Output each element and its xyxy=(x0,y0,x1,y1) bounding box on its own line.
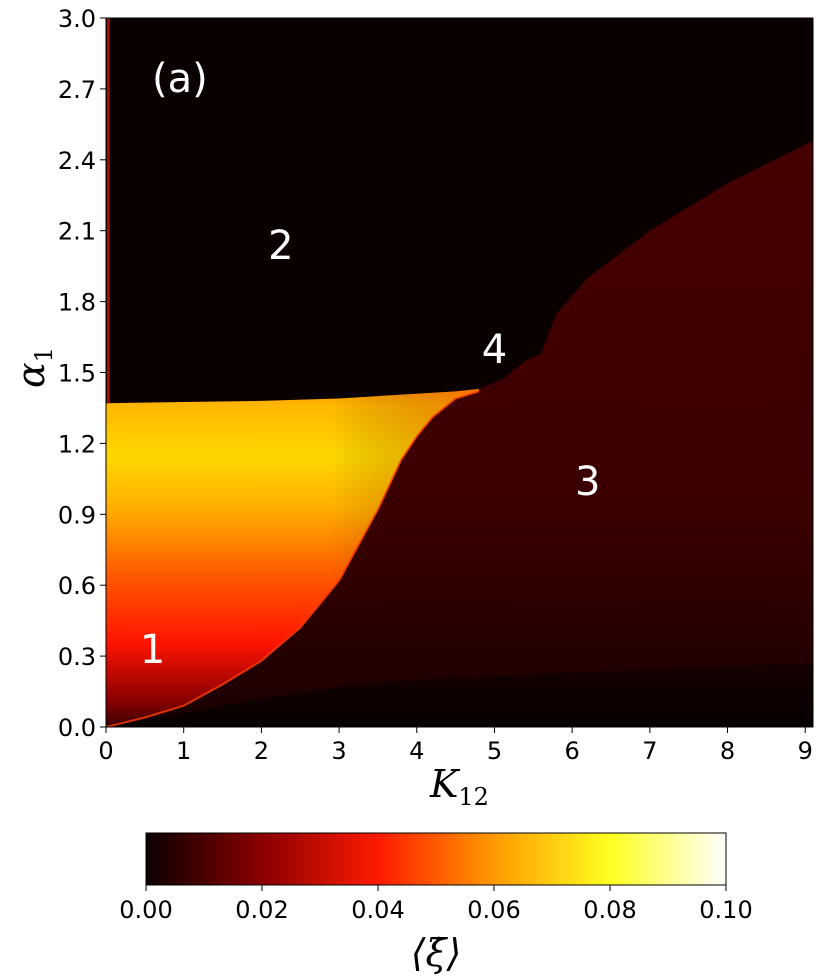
y-tick-label: 0.0 xyxy=(58,714,96,742)
y-tick-label: 1.5 xyxy=(58,360,96,388)
region-1-shading xyxy=(106,389,479,727)
x-tick-label: 8 xyxy=(720,737,735,765)
heatmap-plot-area xyxy=(106,18,813,727)
y-axis: 0.0 0.3 0.6 0.9 1.2 1.5 1.8 2.1 2.4 2.7 3.0 xyxy=(58,5,106,742)
region-label-4: 4 xyxy=(482,327,507,373)
region-label-3: 3 xyxy=(575,459,600,505)
y-tick-label: 1.2 xyxy=(58,430,96,458)
y-tick-label: 2.4 xyxy=(58,147,96,175)
lower-dark-band xyxy=(106,663,813,727)
region-1-boundary xyxy=(106,390,480,727)
region-label-1: 1 xyxy=(140,627,165,673)
x-tick-label: 4 xyxy=(409,737,424,765)
y-tick-label: 3.0 xyxy=(58,5,96,33)
colorbar-label: ⟨ξ̇⟩ xyxy=(411,931,462,975)
colorbar-ticks: 0.00 0.02 0.04 0.06 0.08 0.10 xyxy=(119,885,753,924)
x-tick-label: 7 xyxy=(642,737,657,765)
x-tick-label: 0 xyxy=(98,737,113,765)
x-tick-label: 9 xyxy=(798,737,813,765)
x-tick-label: 1 xyxy=(176,737,191,765)
region-labels: 1 2 3 4 xyxy=(140,223,601,673)
x-tick-label: 6 xyxy=(565,737,580,765)
y-tick-label: 2.7 xyxy=(58,76,96,104)
y-axis-label: α1 xyxy=(9,347,58,388)
y-tick-label: 2.1 xyxy=(58,218,96,246)
x-axis-label: K12 xyxy=(429,762,489,811)
colorbar-tick-label: 0.10 xyxy=(699,896,752,924)
panel-label: (a) xyxy=(152,56,208,102)
colorbar-gradient xyxy=(145,832,727,886)
y-tick-label: 0.6 xyxy=(58,572,96,600)
colorbar-tick-label: 0.00 xyxy=(119,896,172,924)
y-tick-label: 1.8 xyxy=(58,289,96,317)
colorbar-tick-label: 0.06 xyxy=(467,896,520,924)
colorbar-tick-label: 0.04 xyxy=(351,896,404,924)
colorbar-tick-label: 0.02 xyxy=(235,896,288,924)
x-tick-label: 5 xyxy=(487,737,502,765)
x-axis: 0 1 2 3 4 5 6 7 8 9 xyxy=(98,727,813,765)
region-label-2: 2 xyxy=(268,223,293,269)
y-tick-label: 0.3 xyxy=(58,643,96,671)
y-tick-label: 0.9 xyxy=(58,501,96,529)
colorbar: 0.00 0.02 0.04 0.06 0.08 0.10 ⟨ξ̇⟩ xyxy=(119,832,753,975)
colorbar-tick-label: 0.08 xyxy=(583,896,636,924)
x-tick-label: 2 xyxy=(254,737,269,765)
x-tick-label: 3 xyxy=(331,737,346,765)
region-2-fill xyxy=(106,18,813,404)
